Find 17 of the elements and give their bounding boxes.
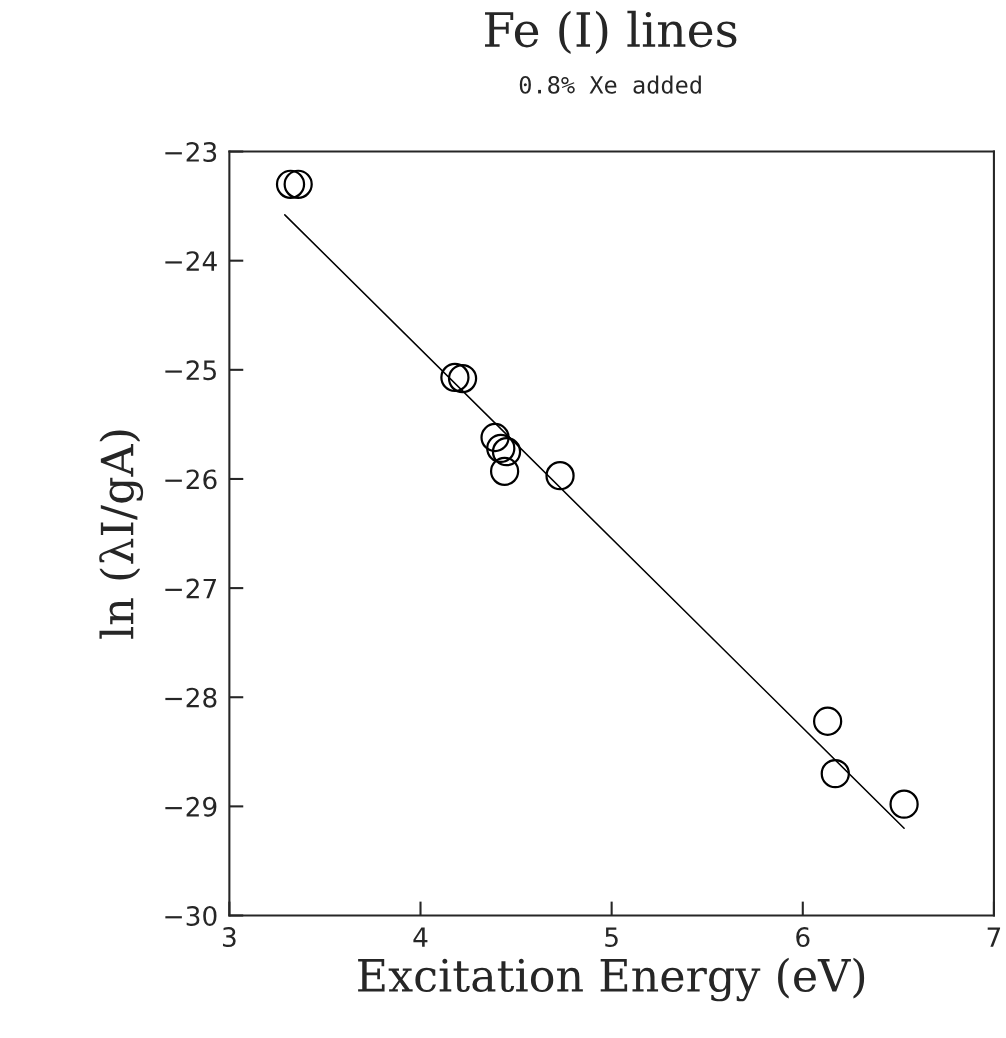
y-tick-label: −26 — [165, 469, 217, 490]
y-tick-label: −24 — [165, 251, 217, 271]
y-tick-label: −29 — [165, 796, 217, 817]
y-axis-title: ln (λI/gA) — [99, 430, 144, 639]
x-tick-label: 6 — [796, 927, 810, 948]
x-tick-label: 7 — [987, 927, 1001, 947]
x-axis-title: Excitation Energy (eV) — [358, 957, 865, 1002]
x-tick-label: 3 — [222, 927, 236, 948]
y-tick-label: −28 — [165, 687, 217, 708]
x-tick-label: 4 — [413, 927, 428, 947]
x-tick-label: 5 — [605, 927, 618, 948]
y-tick-label: −23 — [165, 141, 217, 162]
chart-subtitle: 0.8% Xe added — [519, 75, 701, 94]
y-tick-label: −25 — [165, 360, 216, 381]
y-tick-label: −27 — [165, 578, 216, 599]
chart-title: Fe (I) lines — [485, 10, 737, 55]
y-tick-label: −30 — [165, 905, 217, 926]
